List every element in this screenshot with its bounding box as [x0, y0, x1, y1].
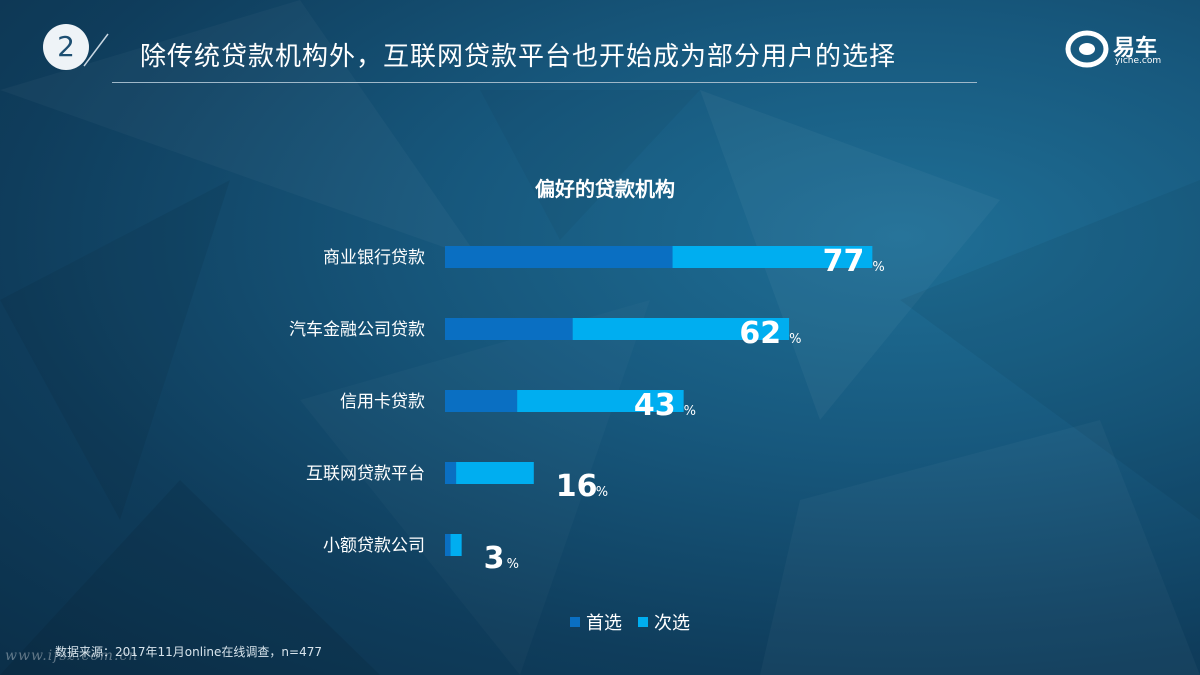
chart-title: 偏好的贷款机构	[535, 177, 675, 201]
bar-segment-second	[672, 246, 873, 268]
percent-unit-label: %	[507, 557, 519, 572]
legend-swatch-second	[638, 617, 648, 627]
legend-swatch-first	[570, 617, 580, 627]
bar-segment-second	[572, 318, 790, 340]
bar-segment-second	[517, 390, 684, 412]
watermark: www.ifsz.com.cn	[5, 648, 139, 664]
bar-total-label: 16	[556, 469, 598, 504]
bar-total-label: 43	[634, 388, 676, 423]
bar-total-label: 3	[484, 541, 505, 576]
title-divider	[112, 82, 977, 83]
percent-unit-label: %	[789, 332, 801, 347]
legend-label-first: 首选	[586, 613, 622, 634]
yiche-logo-icon	[1065, 30, 1109, 68]
bar-segment-first	[445, 318, 573, 340]
bar-segment-first	[445, 246, 673, 268]
percent-unit-label: %	[872, 260, 884, 275]
logo-text-en: yiche.com	[1115, 56, 1162, 66]
yiche-logo: 易车 yiche.com	[1065, 28, 1185, 72]
category-label: 汽车金融公司贷款	[289, 320, 425, 340]
section-number-badge: 2	[43, 24, 89, 70]
category-label: 信用卡贷款	[340, 392, 425, 412]
slide-header: 2 除传统贷款机构外，互联网贷款平台也开始成为部分用户的选择 易车 yiche.…	[0, 0, 1200, 90]
percent-unit-label: %	[684, 404, 696, 419]
percent-unit-label: %	[596, 485, 608, 500]
bar-total-label: 62	[739, 316, 781, 351]
page-title: 除传统贷款机构外，互联网贷款平台也开始成为部分用户的选择	[140, 42, 897, 72]
legend-item-second: 次选	[638, 609, 690, 635]
badge-slash-decoration	[83, 33, 109, 67]
chart-legend: 首选 次选	[570, 610, 706, 634]
logo-text-cn: 易车	[1113, 36, 1158, 61]
legend-item-first: 首选	[570, 609, 622, 635]
bar-segment-second	[450, 534, 462, 556]
data-source-note: 数据来源：2017年11月online在线调查，n=477	[55, 645, 322, 659]
bar-group: 商业银行贷款 77 % 汽车金融公司贷款 62 % 信用卡贷款 43 % 互联网贷款平台 16% 小额…	[289, 244, 885, 576]
category-label: 互联网贷款平台	[306, 464, 425, 484]
category-label: 商业银行贷款	[323, 248, 425, 268]
bar-segment-first	[445, 534, 451, 556]
bar-segment-first	[445, 462, 457, 484]
bar-segment-first	[445, 390, 518, 412]
bar-total-label: 77	[823, 244, 865, 279]
legend-label-second: 次选	[654, 613, 690, 634]
bar-segment-second	[456, 462, 534, 484]
category-label: 小额贷款公司	[323, 536, 425, 556]
